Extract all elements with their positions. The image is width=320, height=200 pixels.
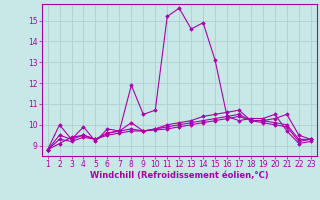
X-axis label: Windchill (Refroidissement éolien,°C): Windchill (Refroidissement éolien,°C)	[90, 171, 268, 180]
